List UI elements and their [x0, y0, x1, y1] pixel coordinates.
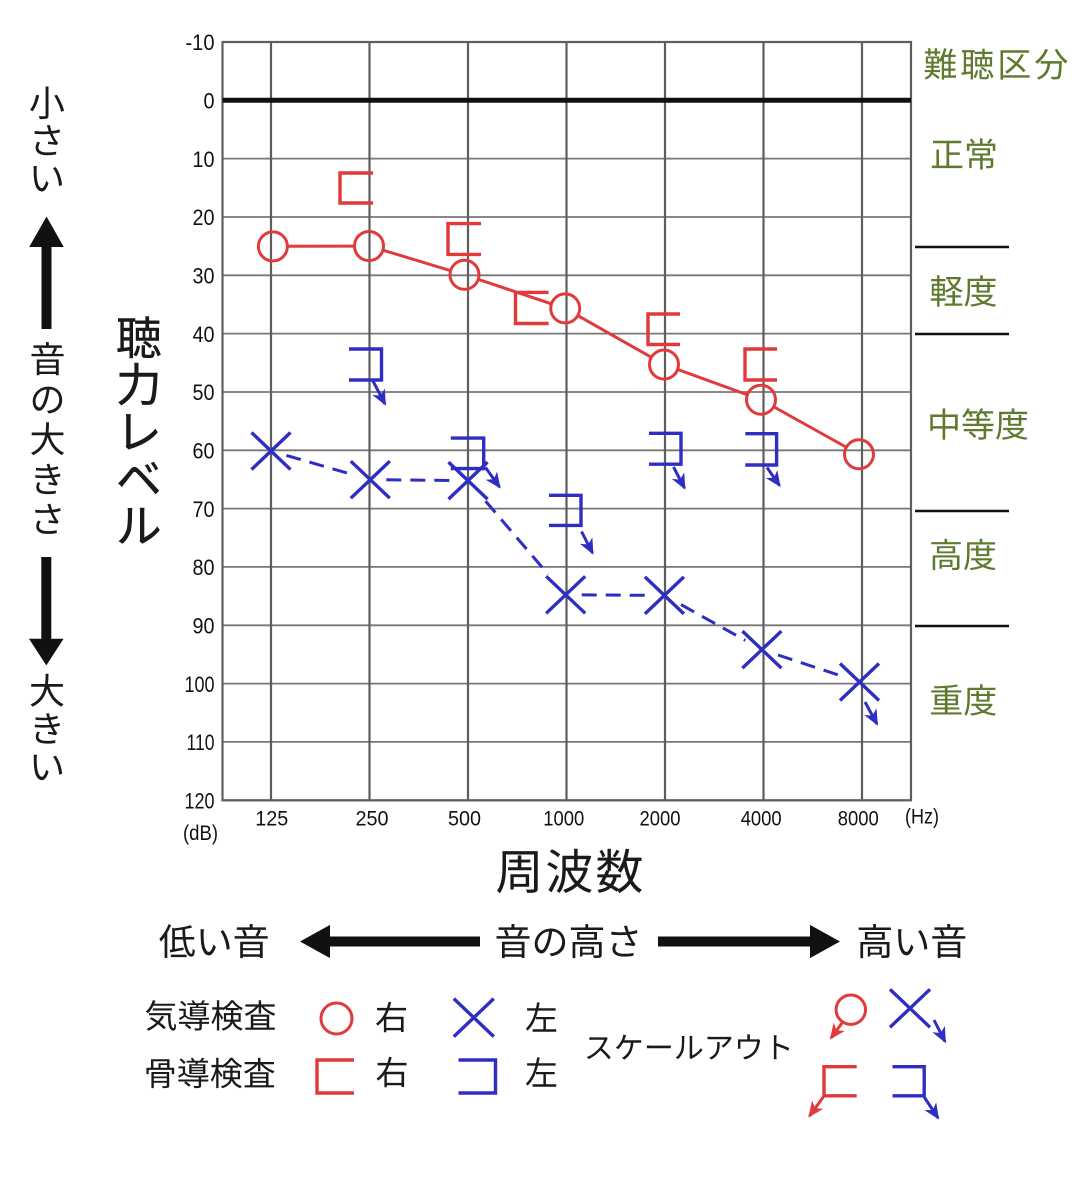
svg-text:60: 60 — [193, 439, 215, 464]
svg-text:30: 30 — [193, 264, 215, 289]
svg-text:10: 10 — [193, 147, 215, 172]
svg-text:1000: 1000 — [543, 807, 584, 831]
svg-text:20: 20 — [193, 205, 215, 230]
svg-text:8000: 8000 — [838, 807, 879, 831]
svg-text:110: 110 — [187, 730, 215, 755]
svg-text:0: 0 — [204, 89, 215, 114]
svg-text:70: 70 — [193, 497, 215, 522]
svg-text:100: 100 — [185, 672, 215, 697]
svg-text:500: 500 — [448, 807, 481, 831]
svg-text:120: 120 — [185, 789, 215, 814]
svg-text:(dB): (dB) — [183, 822, 218, 845]
svg-text:250: 250 — [356, 807, 389, 831]
svg-text:90: 90 — [193, 614, 215, 639]
svg-text:(Hz): (Hz) — [905, 806, 939, 829]
svg-text:50: 50 — [193, 380, 215, 405]
svg-text:80: 80 — [193, 555, 215, 580]
svg-text:2000: 2000 — [640, 807, 681, 831]
svg-text:4000: 4000 — [741, 807, 782, 831]
svg-text:-10: -10 — [186, 30, 215, 55]
svg-text:40: 40 — [193, 322, 215, 347]
svg-text:125: 125 — [255, 807, 288, 831]
